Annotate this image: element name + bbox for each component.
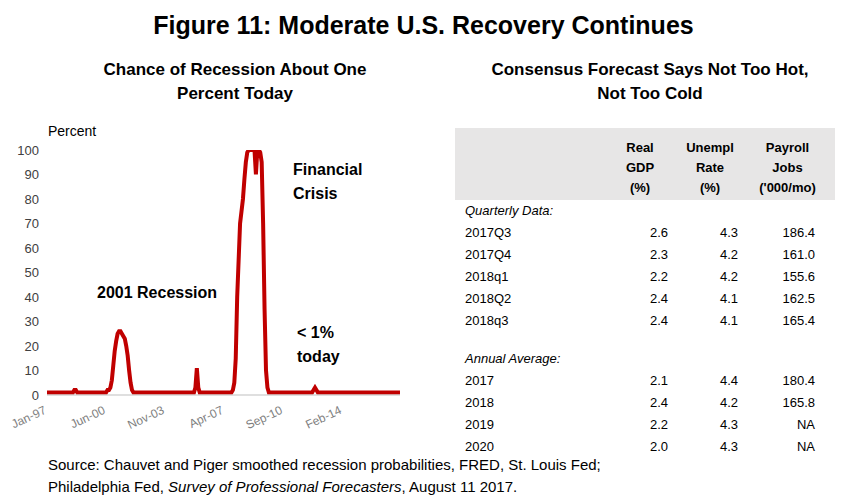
html-text:4.4: 4.4 — [719, 373, 738, 388]
html-text:Figure 11: Moderate U.S. Recov: Figure 11: Moderate U.S. Recovery Contin… — [153, 11, 694, 39]
html-text:Financial: Financial — [293, 161, 363, 178]
html-text:2.4: 2.4 — [649, 291, 668, 306]
html-text:Quarterly Data:: Quarterly Data: — [465, 203, 554, 218]
html-text:4.1: 4.1 — [719, 313, 738, 328]
html-text:186.4: 186.4 — [782, 225, 815, 240]
html-text:4.1: 4.1 — [719, 291, 738, 306]
html-text:2017Q4: 2017Q4 — [465, 247, 512, 262]
svg-text:50: 50 — [25, 265, 39, 280]
html-text:2.4: 2.4 — [649, 313, 668, 328]
html-text:4.3: 4.3 — [719, 439, 738, 454]
html-text:4.2: 4.2 — [719, 269, 738, 284]
html-text:4.2: 4.2 — [719, 395, 738, 410]
svg-text:Sep-10: Sep-10 — [244, 403, 285, 432]
svg-text:Feb-14: Feb-14 — [303, 403, 344, 432]
html-text:2018q1: 2018q1 — [465, 269, 509, 284]
svg-text:10: 10 — [25, 363, 39, 378]
svg-text:100: 100 — [17, 143, 39, 158]
html-text:Source: Chauvet and Piger smoo: Source: Chauvet and Piger smoothed reces… — [48, 456, 601, 473]
html-text:2020: 2020 — [465, 439, 494, 454]
html-text:Percent: Percent — [48, 123, 97, 139]
html-text:2018q3: 2018q3 — [465, 313, 509, 328]
html-text:Consensus Forecast Says Not To: Consensus Forecast Says Not Too Hot, Not… — [491, 60, 809, 103]
svg-text:60: 60 — [25, 241, 39, 256]
html-text:< 1%: < 1% — [297, 324, 334, 341]
html-text:today: today — [297, 348, 340, 365]
html-text:NA: NA — [796, 439, 815, 454]
html-text:2.1: 2.1 — [649, 373, 668, 388]
html-text:2018Q2: 2018Q2 — [465, 291, 512, 306]
svg-text:0: 0 — [32, 388, 39, 403]
svg-text:20: 20 — [25, 339, 39, 354]
html-text:161.0: 161.0 — [782, 247, 815, 262]
html-text:NA: NA — [796, 417, 815, 432]
html-text:Payroll: Payroll — [765, 140, 810, 155]
svg-text:Apr-07: Apr-07 — [187, 403, 226, 431]
svg-text:Jan-97: Jan-97 — [9, 403, 48, 431]
svg-text:Nov-03: Nov-03 — [125, 403, 166, 432]
html-text:165.8: 165.8 — [782, 395, 815, 410]
html-text:2019: 2019 — [465, 417, 494, 432]
html-text:Annual Average:: Annual Average: — [465, 351, 561, 366]
html-text:4.3: 4.3 — [719, 225, 738, 240]
html-text:2.2: 2.2 — [649, 269, 668, 284]
html-text:2017Q3: 2017Q3 — [465, 225, 512, 240]
html-text:2.2: 2.2 — [649, 417, 668, 432]
html-text:Rate: Rate — [695, 160, 725, 175]
html-text:Jobs: Jobs — [772, 160, 803, 175]
html-text:Real: Real — [626, 140, 654, 155]
svg-text:30: 30 — [25, 314, 39, 329]
html-text:Unempl: Unempl — [686, 140, 734, 155]
html-text:165.4: 165.4 — [782, 313, 815, 328]
html-text:Chance of Recession About One: Chance of Recession About One Percent To… — [103, 60, 367, 103]
svg-text:70: 70 — [25, 216, 39, 231]
html-text:162.5: 162.5 — [782, 291, 815, 306]
html-text:4.2: 4.2 — [719, 247, 738, 262]
svg-text:40: 40 — [25, 290, 39, 305]
html-text:2.0: 2.0 — [649, 439, 668, 454]
html-text:2018: 2018 — [465, 395, 494, 410]
svg-text:Jun-00: Jun-00 — [68, 403, 107, 431]
html-text:2.6: 2.6 — [649, 225, 668, 240]
svg-text:90: 90 — [25, 167, 39, 182]
html-text:Philadelphia Fed, Survey of Pr: Philadelphia Fed, Survey of Professional… — [48, 478, 518, 495]
html-text:4.3: 4.3 — [719, 417, 738, 432]
html-text:2017: 2017 — [465, 373, 494, 388]
html-text:180.4: 180.4 — [782, 373, 815, 388]
html-text:2.4: 2.4 — [649, 395, 668, 410]
html-text:2.3: 2.3 — [649, 247, 668, 262]
html-text:GDP: GDP — [625, 160, 655, 175]
html-text:155.6: 155.6 — [782, 269, 815, 284]
html-text:Crisis: Crisis — [293, 185, 338, 202]
svg-text:80: 80 — [25, 192, 39, 207]
html-text:('000/mo): ('000/mo) — [759, 180, 816, 195]
html-text:2001 Recession: 2001 Recession — [97, 284, 218, 301]
